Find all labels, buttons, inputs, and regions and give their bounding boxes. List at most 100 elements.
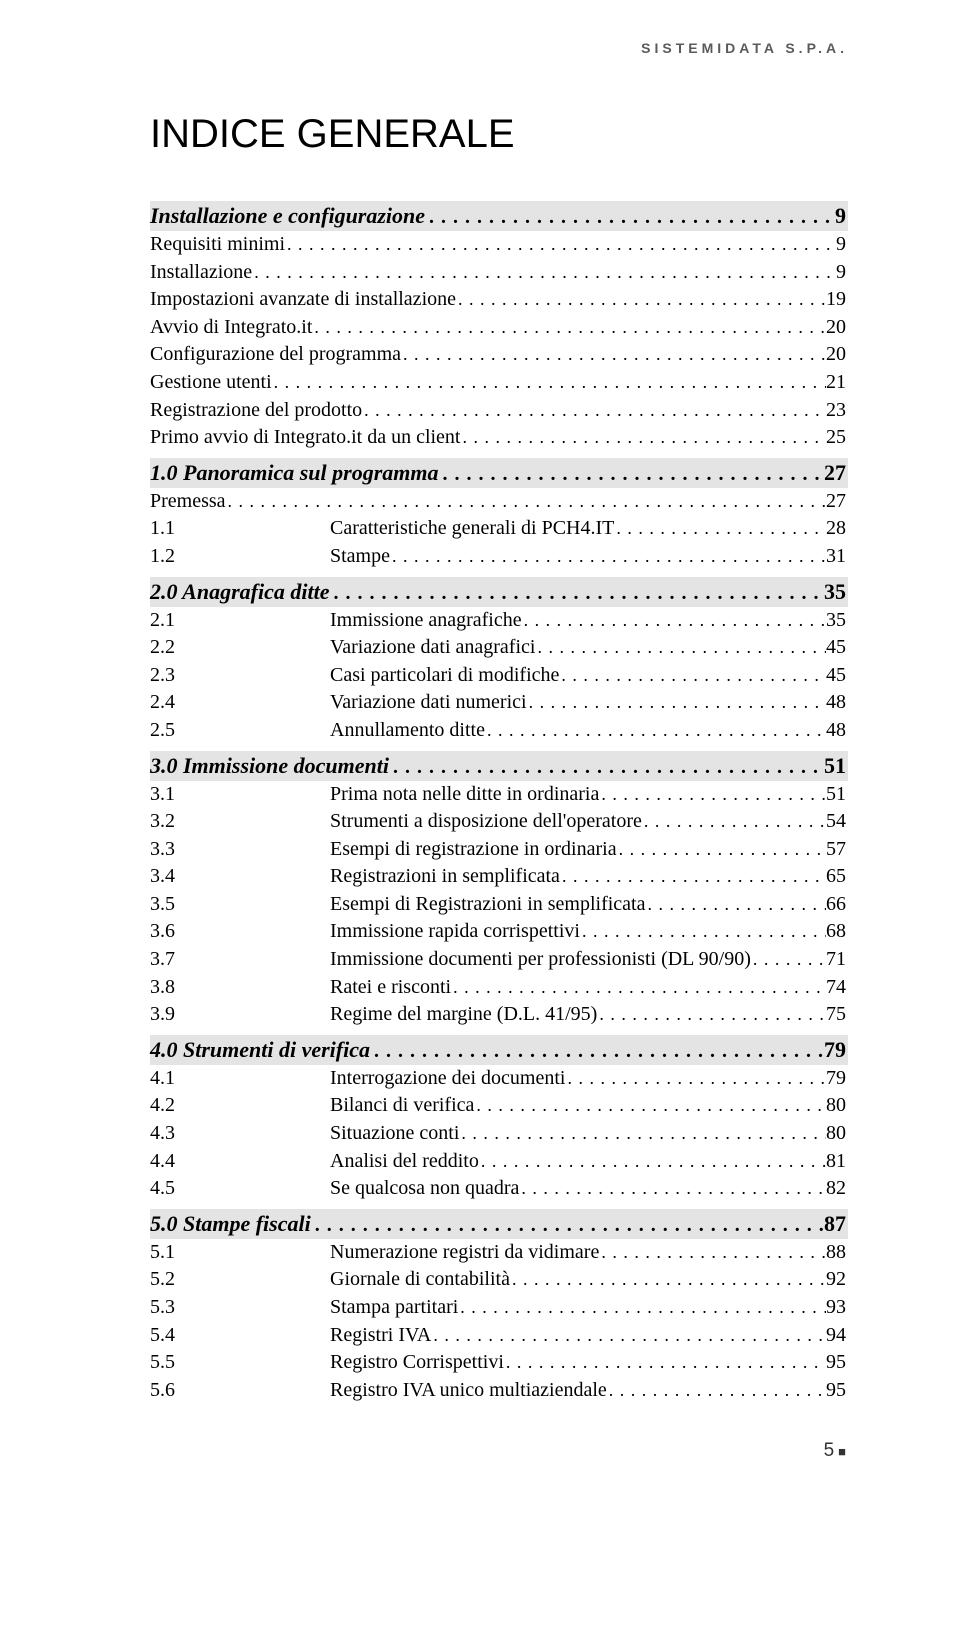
toc-item-row: 4.2Bilanci di verifica. . . . . . . . . … — [150, 1092, 848, 1120]
toc-item-label: Registro IVA unico multiaziendale — [330, 1377, 607, 1405]
toc-section-title: 2.0 Anagrafica ditte — [150, 579, 329, 605]
toc-leader: . . . . . . . . . . . . . . . . . . . . … — [607, 1378, 826, 1403]
toc-item-label: Registri IVA — [330, 1322, 431, 1350]
toc-leader: . . . . . . . . . . . . . . . . . . . . … — [559, 663, 826, 688]
toc-item-page: 21 — [826, 369, 848, 397]
toc-item-number: 3.4 — [150, 863, 330, 891]
toc-item-page: 19 — [826, 286, 848, 314]
toc-item-page: 65 — [826, 863, 848, 891]
toc-item-page: 75 — [826, 1001, 848, 1029]
toc-item-row: 4.5Se qualcosa non quadra. . . . . . . .… — [150, 1175, 848, 1203]
toc-item-label: Interrogazione dei documenti — [330, 1065, 565, 1093]
toc-leader: . . . . . . . . . . . . . . . . . . . . … — [425, 206, 835, 229]
toc-leader: . . . . . . . . . . . . . . . . . . . . … — [597, 1002, 826, 1027]
toc-leader: . . . . . . . . . . . . . . . . . . . . … — [438, 463, 824, 486]
toc-item-number: 5.4 — [150, 1322, 330, 1350]
toc-item-page: 80 — [826, 1120, 848, 1148]
toc-item-page: 9 — [836, 231, 848, 259]
toc-item-row: 3.2Strumenti a disposizione dell'operato… — [150, 808, 848, 836]
toc-item-page: 20 — [826, 341, 848, 369]
toc-item-row: Configurazione del programma. . . . . . … — [150, 341, 848, 369]
toc-item-row: 4.1Interrogazione dei documenti. . . . .… — [150, 1065, 848, 1093]
document-page: SISTEMIDATA S.P.A. INDICE GENERALE Insta… — [0, 0, 960, 1502]
toc-item-label: Premessa — [150, 488, 226, 516]
toc-item-label: Gestione utenti — [150, 369, 272, 397]
toc-item-row: 3.5Esempi di Registrazioni in semplifica… — [150, 891, 848, 919]
toc-item-page: 94 — [826, 1322, 848, 1350]
toc-item-label: Configurazione del programma — [150, 341, 401, 369]
toc-item-number: 5.6 — [150, 1377, 330, 1405]
toc-item-number: 2.1 — [150, 607, 330, 635]
toc-item-page: 81 — [826, 1148, 848, 1176]
toc-item-page: 88 — [826, 1239, 848, 1267]
toc-item-row: 1.1Caratteristiche generali di PCH4.IT. … — [150, 515, 848, 543]
toc-item-label: Prima nota nelle ditte in ordinaria — [330, 781, 599, 809]
toc-item-label: Bilanci di verifica — [330, 1092, 474, 1120]
toc-item-number: 2.3 — [150, 662, 330, 690]
toc-item-label: Immissione rapida corrispettivi — [330, 918, 580, 946]
toc-item-number: 4.1 — [150, 1065, 330, 1093]
toc-item-number: 4.5 — [150, 1175, 330, 1203]
toc-item-label: Impostazioni avanzate di installazione — [150, 286, 456, 314]
toc-leader: . . . . . . . . . . . . . . . . . . . . … — [431, 1323, 826, 1348]
toc-item-label: Stampa partitari — [330, 1294, 458, 1322]
toc-item-number: 1.2 — [150, 543, 330, 571]
toc-item-number: 5.1 — [150, 1239, 330, 1267]
toc-leader: . . . . . . . . . . . . . . . . . . . . … — [599, 782, 826, 807]
toc-section-title: 3.0 Immissione documenti — [150, 753, 389, 779]
toc-section-title: 4.0 Strumenti di verifica — [150, 1037, 370, 1063]
toc-item-number: 5.3 — [150, 1294, 330, 1322]
toc-section-row: 4.0 Strumenti di verifica. . . . . . . .… — [150, 1035, 848, 1065]
toc-leader: . . . . . . . . . . . . . . . . . . . . … — [459, 1121, 826, 1146]
toc-item-label: Variazione dati numerici — [330, 689, 527, 717]
toc-leader: . . . . . . . . . . . . . . . . . . . . … — [362, 398, 826, 423]
toc-section-row: Installazione e configurazione. . . . . … — [150, 201, 848, 231]
toc-item-page: 48 — [826, 717, 848, 745]
toc-section-page: 79 — [824, 1037, 848, 1063]
toc-item-label: Caratteristiche generali di PCH4.IT — [330, 515, 614, 543]
toc-item-page: 54 — [826, 808, 848, 836]
toc-item-number: 5.2 — [150, 1266, 330, 1294]
toc-item-label: Requisiti minimi — [150, 231, 285, 259]
toc-leader: . . . . . . . . . . . . . . . . . . . . … — [329, 582, 824, 605]
toc-item-label: Registrazioni in semplificata — [330, 863, 560, 891]
toc-leader: . . . . . . . . . . . . . . . . . . . . … — [599, 1240, 826, 1265]
toc-item-page: 20 — [826, 314, 848, 342]
toc-section-row: 1.0 Panoramica sul programma. . . . . . … — [150, 458, 848, 488]
toc-item-label: Avvio di Integrato.it — [150, 314, 312, 342]
toc-item-label: Variazione dati anagrafici — [330, 634, 535, 662]
page-number-bullet: ■ — [834, 1444, 846, 1459]
toc-leader: . . . . . . . . . . . . . . . . . . . . … — [565, 1066, 826, 1091]
toc-item-number: 3.1 — [150, 781, 330, 809]
page-title: INDICE GENERALE — [150, 112, 848, 157]
toc-section: Installazione e configurazione. . . . . … — [150, 201, 848, 452]
toc-item-number: 4.2 — [150, 1092, 330, 1120]
toc-section: 1.0 Panoramica sul programma. . . . . . … — [150, 458, 848, 571]
toc-leader: . . . . . . . . . . . . . . . . . . . . … — [535, 635, 826, 660]
toc-leader: . . . . . . . . . . . . . . . . . . . . … — [485, 718, 826, 743]
toc-leader: . . . . . . . . . . . . . . . . . . . . … — [401, 342, 826, 367]
toc-item-number: 1.1 — [150, 515, 330, 543]
toc-leader: . . . . . . . . . . . . . . . . . . . . … — [522, 608, 826, 633]
toc-item-number: 3.9 — [150, 1001, 330, 1029]
toc-section-title: 1.0 Panoramica sul programma — [150, 460, 438, 486]
toc-leader: . . . . . . . . . . . . . . . . . . . . … — [311, 1214, 824, 1237]
toc-item-number: 3.6 — [150, 918, 330, 946]
page-number-value: 5 — [824, 1440, 835, 1461]
toc-leader: . . . . . . . . . . . . . . . . . . . . … — [456, 287, 826, 312]
toc-item-row: 5.1Numerazione registri da vidimare. . .… — [150, 1239, 848, 1267]
toc-item-number: 3.7 — [150, 946, 330, 974]
toc-item-row: 4.4Analisi del reddito. . . . . . . . . … — [150, 1148, 848, 1176]
toc-item-row: 2.1Immissione anagrafiche. . . . . . . .… — [150, 607, 848, 635]
toc-leader: . . . . . . . . . . . . . . . . . . . . … — [226, 489, 826, 514]
toc-section-page: 35 — [824, 579, 848, 605]
toc-item-number: 4.3 — [150, 1120, 330, 1148]
toc-item-label: Casi particolari di modifiche — [330, 662, 559, 690]
toc-item-number: 3.3 — [150, 836, 330, 864]
toc-leader: . . . . . . . . . . . . . . . . . . . . … — [479, 1149, 826, 1174]
toc-item-row: 2.3Casi particolari di modifiche. . . . … — [150, 662, 848, 690]
toc-item-page: 95 — [826, 1349, 848, 1377]
toc-item-label: Ratei e risconti — [330, 974, 451, 1002]
toc-leader: . . . . . . . . . . . . . . . . . . . . … — [560, 864, 826, 889]
toc-leader: . . . . . . . . . . . . . . . . . . . . … — [504, 1350, 826, 1375]
